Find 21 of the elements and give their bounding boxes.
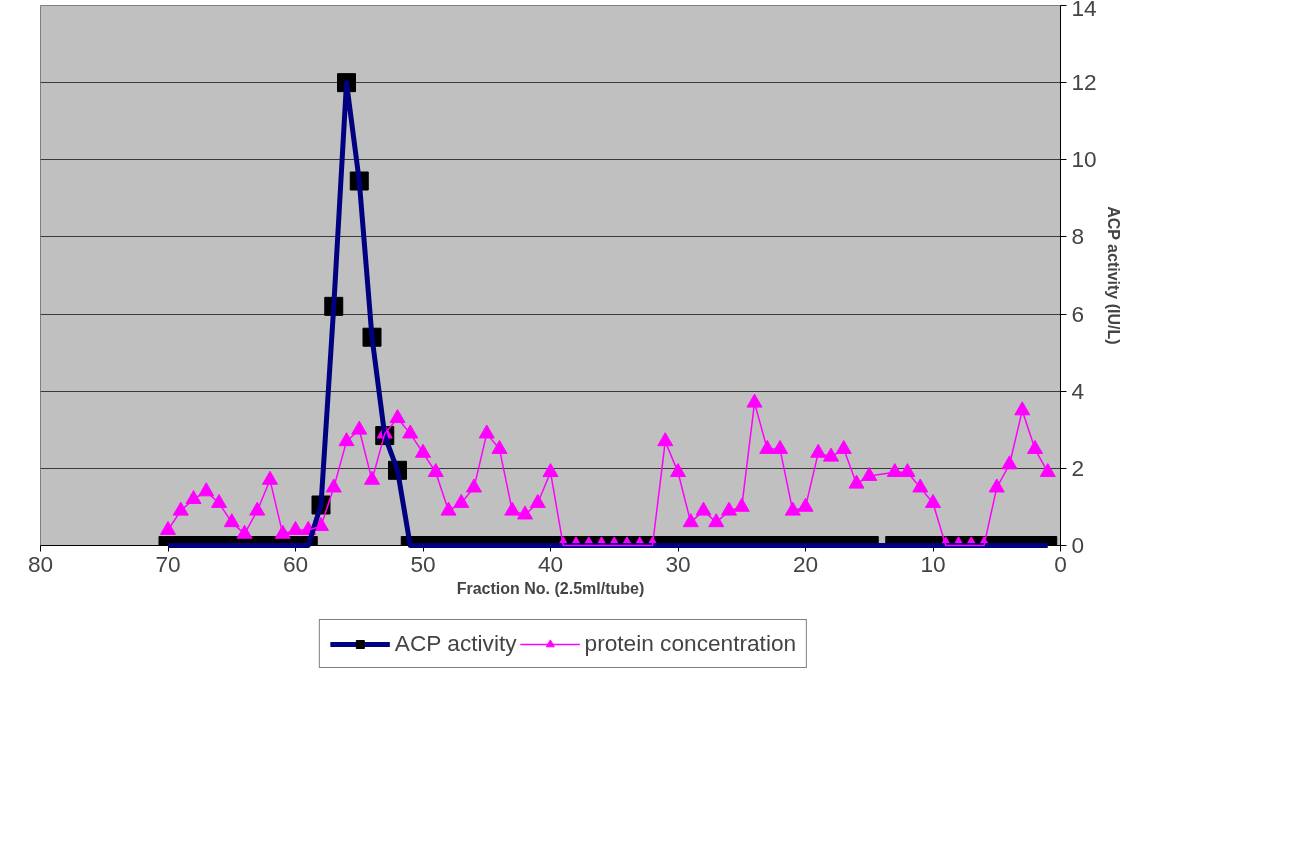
x-tick-label: 30 bbox=[665, 550, 691, 577]
x-tick-label: 70 bbox=[155, 550, 181, 577]
y-tick-label: 2 bbox=[1071, 454, 1085, 481]
x-tick-label: 60 bbox=[282, 550, 309, 577]
y-tick-label: 10 bbox=[1071, 146, 1097, 173]
x-tick-label: 10 bbox=[920, 550, 946, 577]
y-tick-label: 6 bbox=[1071, 300, 1085, 327]
x-tick-label: 20 bbox=[792, 550, 819, 577]
x-tick-label: 0 bbox=[1054, 550, 1067, 577]
legend-label: ACP activity bbox=[394, 630, 517, 657]
y-axis-title: ACP activity (IU/L) bbox=[1104, 206, 1122, 345]
y-tick-label: 12 bbox=[1071, 69, 1097, 96]
x-tick-label: 40 bbox=[537, 550, 564, 577]
legend-label: protein concentration bbox=[584, 630, 797, 657]
y-tick-label: 14 bbox=[1071, 0, 1097, 21]
x-tick-label: 80 bbox=[27, 550, 54, 577]
y-tick-label: 8 bbox=[1071, 223, 1085, 250]
x-tick-label: 50 bbox=[410, 550, 436, 577]
y-tick-label: 0 bbox=[1071, 532, 1085, 558]
x-axis-title: Fraction No. (2.5ml/tube) bbox=[456, 579, 645, 597]
y-tick-label: 4 bbox=[1071, 377, 1085, 404]
